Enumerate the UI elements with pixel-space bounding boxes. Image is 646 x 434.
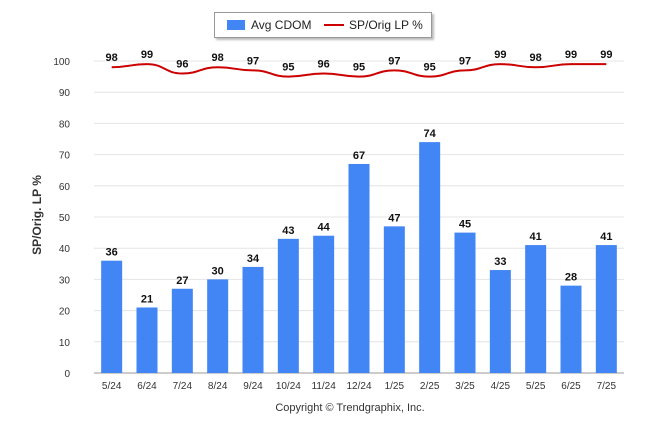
x-tick-label: 11/24 (312, 381, 337, 392)
bar (313, 235, 335, 373)
legend-bar-swatch (227, 20, 245, 30)
y-tick-label: 40 (59, 244, 71, 255)
bar (454, 232, 476, 373)
x-tick-label: 2/25 (420, 381, 440, 392)
bar-data-labels: 36 21 27 30 34 43 44 67 47 74 45 33 41 28 41 (106, 128, 613, 305)
line-data-label: 99 (141, 49, 153, 61)
bar-data-label: 67 (353, 150, 365, 162)
bar-data-label: 21 (141, 293, 153, 305)
line-data-label: 97 (247, 55, 259, 67)
y-tick-label: 60 (59, 182, 71, 193)
line-data-label: 98 (212, 52, 224, 64)
line-data-label: 98 (530, 52, 542, 64)
x-tick-label: 7/24 (173, 381, 193, 392)
bar (383, 226, 405, 373)
x-tick-label: 6/24 (137, 381, 157, 392)
bar (136, 307, 158, 373)
line-series (111, 63, 607, 78)
x-tick-label: 4/25 (491, 381, 511, 392)
x-tick-label: 5/25 (526, 381, 546, 392)
bar-data-label: 43 (282, 225, 294, 237)
y-tick-label: 30 (59, 275, 71, 286)
bar-data-label: 44 (318, 222, 331, 234)
x-tick-label: 1/25 (385, 381, 405, 392)
bar-data-label: 45 (459, 219, 471, 231)
y-tick-label: 70 (59, 151, 71, 162)
bar (560, 285, 582, 373)
y-tick-label: 0 (64, 369, 70, 380)
y-axis-label: SP/Orig. LP % (30, 175, 44, 255)
bar-data-label: 74 (424, 128, 437, 140)
bar-data-label: 47 (388, 212, 400, 224)
bar (595, 245, 617, 373)
y-tick-label: 80 (59, 119, 71, 130)
line-data-labels: 98 99 96 98 97 95 96 95 97 95 97 99 98 99 99 (106, 49, 613, 73)
x-tick-label: 5/24 (102, 381, 122, 392)
bar (348, 163, 370, 373)
bar (525, 245, 547, 373)
legend-bar-label: Avg CDOM (251, 18, 312, 32)
bar (277, 238, 299, 373)
legend: Avg CDOM SP/Orig LP % (214, 12, 432, 38)
line-data-label: 96 (176, 58, 188, 70)
bar (242, 266, 264, 373)
bar-data-label: 30 (212, 265, 224, 277)
x-tick-label: 8/24 (208, 381, 228, 392)
line-data-label: 97 (459, 55, 471, 67)
copyright-text: Copyright © Trendgraphix, Inc. (275, 402, 425, 414)
bar-data-label: 34 (247, 253, 260, 265)
bar-data-label: 41 (530, 231, 542, 243)
bar (171, 288, 193, 373)
bar-data-label: 41 (600, 231, 612, 243)
line-data-label: 95 (353, 62, 365, 74)
y-tick-label: 20 (59, 307, 71, 318)
line-data-label: 98 (106, 52, 118, 64)
line-data-label: 97 (388, 55, 400, 67)
x-tick-label: 9/24 (243, 381, 263, 392)
x-tick-label: 7/25 (597, 381, 617, 392)
y-tick-label: 10 (59, 338, 71, 349)
bar-data-label: 36 (106, 247, 118, 259)
x-tick-label: 10/24 (276, 381, 301, 392)
y-tick-label: 100 (53, 57, 70, 68)
line-data-label: 99 (494, 49, 506, 61)
line-data-label: 99 (565, 49, 577, 61)
bar-data-label: 33 (494, 256, 506, 268)
y-tick-labels: 0 10 20 30 40 50 60 70 80 90 100 (53, 57, 70, 380)
bar (207, 279, 229, 373)
bar-data-label: 28 (565, 272, 577, 284)
x-tick-label: 12/24 (346, 381, 371, 392)
bar-data-label: 27 (176, 275, 188, 287)
sp-orig-line (111, 63, 607, 78)
line-data-label: 99 (600, 49, 612, 61)
line-data-label: 95 (424, 62, 436, 74)
x-tick-label: 6/25 (561, 381, 581, 392)
line-data-label: 96 (318, 58, 330, 70)
bar (101, 260, 123, 373)
bar (419, 142, 441, 373)
bar (489, 270, 511, 373)
legend-line-label: SP/Orig LP % (349, 18, 423, 32)
x-tick-labels: 5/24 6/24 7/24 8/24 9/24 10/24 11/24 12/24 1/25 2… (102, 381, 617, 392)
x-tick-label: 3/25 (455, 381, 475, 392)
line-data-label: 95 (282, 62, 294, 74)
legend-line-swatch (324, 24, 344, 26)
y-tick-label: 90 (59, 88, 71, 99)
bars (101, 142, 617, 373)
y-tick-label: 50 (59, 213, 71, 224)
